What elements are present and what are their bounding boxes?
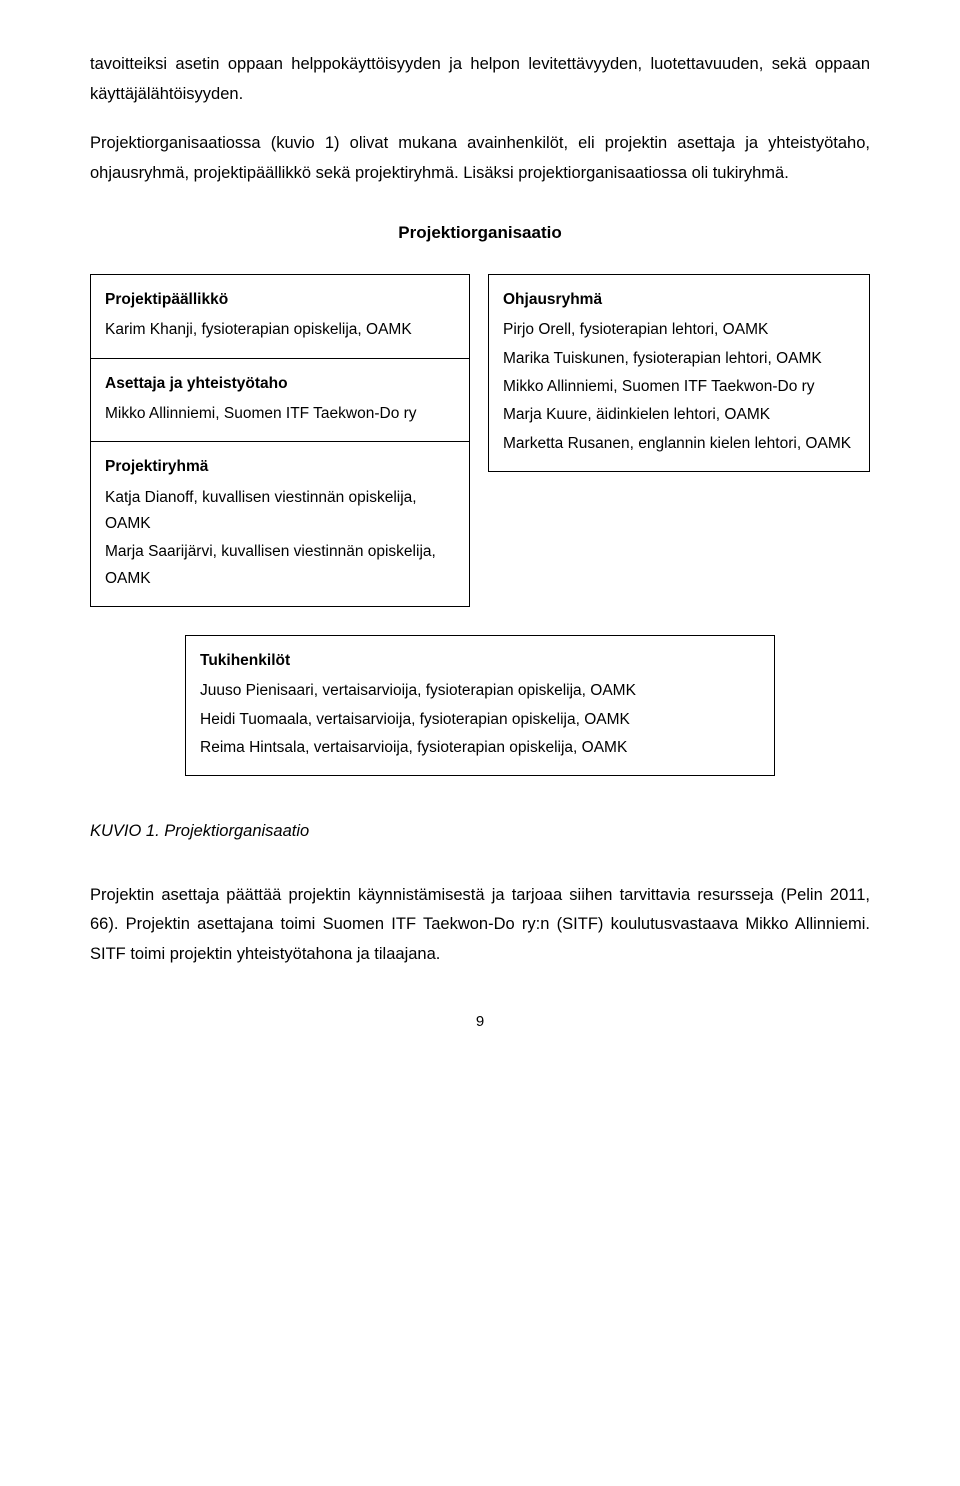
- box-title: Asettaja ja yhteistyötaho: [105, 371, 455, 397]
- box-title: Ohjausryhmä: [503, 287, 855, 313]
- box-line: Marketta Rusanen, englannin kielen lehto…: [503, 431, 855, 457]
- closing-paragraph: Projektin asettaja päättää projektin käy…: [90, 881, 870, 970]
- box-tukihenkilot: Tukihenkilöt Juuso Pienisaari, vertaisar…: [185, 635, 775, 776]
- diagram-two-columns: Projektipäällikkö Karim Khanji, fysioter…: [90, 274, 870, 607]
- diagram-title: Projektiorganisaatio: [90, 219, 870, 246]
- box-line: Mikko Allinniemi, Suomen ITF Taekwon-Do …: [105, 401, 455, 427]
- box-projektipaallikko: Projektipäällikkö Karim Khanji, fysioter…: [90, 274, 470, 358]
- box-line: Marja Saarijärvi, kuvallisen viestinnän …: [105, 539, 455, 592]
- box-projektiryhma: Projektiryhmä Katja Dianoff, kuvallisen …: [90, 441, 470, 607]
- box-asettaja: Asettaja ja yhteistyötaho Mikko Allinnie…: [90, 358, 470, 442]
- box-line: Marja Kuure, äidinkielen lehtori, OAMK: [503, 402, 855, 428]
- diagram-right-column: Ohjausryhmä Pirjo Orell, fysioterapian l…: [488, 274, 870, 472]
- intro-paragraph-2: Projektiorganisaatiossa (kuvio 1) olivat…: [90, 129, 870, 188]
- page-number: 9: [90, 1010, 870, 1034]
- diagram-bottom-wrap: Tukihenkilöt Juuso Pienisaari, vertaisar…: [90, 635, 870, 776]
- intro-paragraph-1: tavoitteiksi asetin oppaan helppokäyttöi…: [90, 50, 870, 109]
- diagram-left-column: Projektipäällikkö Karim Khanji, fysioter…: [90, 274, 470, 607]
- box-line: Juuso Pienisaari, vertaisarvioija, fysio…: [200, 678, 760, 704]
- box-title: Projektiryhmä: [105, 454, 455, 480]
- figure-caption: KUVIO 1. Projektiorganisaatio: [90, 818, 870, 844]
- box-title: Tukihenkilöt: [200, 648, 760, 674]
- box-line: Marika Tuiskunen, fysioterapian lehtori,…: [503, 346, 855, 372]
- box-ohjausryhma: Ohjausryhmä Pirjo Orell, fysioterapian l…: [488, 274, 870, 472]
- box-line: Heidi Tuomaala, vertaisarvioija, fysiote…: [200, 707, 760, 733]
- box-line: Mikko Allinniemi, Suomen ITF Taekwon-Do …: [503, 374, 855, 400]
- box-line: Katja Dianoff, kuvallisen viestinnän opi…: [105, 485, 455, 538]
- box-title: Projektipäällikkö: [105, 287, 455, 313]
- box-line: Pirjo Orell, fysioterapian lehtori, OAMK: [503, 317, 855, 343]
- box-line: Reima Hintsala, vertaisarvioija, fysiote…: [200, 735, 760, 761]
- box-line: Karim Khanji, fysioterapian opiskelija, …: [105, 317, 455, 343]
